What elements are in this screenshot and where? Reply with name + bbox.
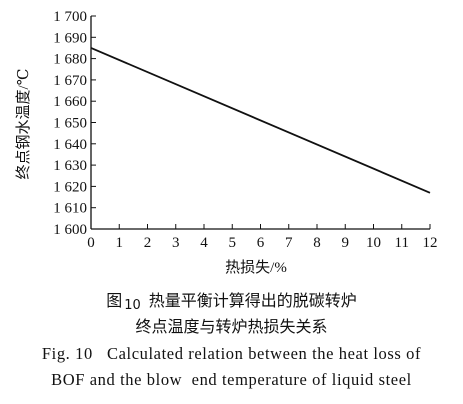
x-tick-label: 11 [395, 235, 409, 251]
x-tick-label: 8 [313, 235, 321, 251]
y-tick-label: 1 680 [53, 52, 87, 68]
y-tick-label: 1 630 [53, 158, 87, 174]
x-tick-label: 10 [366, 235, 381, 251]
caption-cn-title-1: 热量平衡计算得出的脱碳转炉 [148, 291, 357, 310]
x-tick-label: 4 [200, 235, 208, 251]
x-tick-label: 1 [116, 235, 124, 251]
caption-cn-line1: 图 10 热量平衡计算得出的脱碳转炉 [0, 287, 463, 313]
y-tick-label: 1 620 [53, 179, 87, 195]
caption-cn-number: 10 [124, 298, 141, 313]
y-tick-label: 1 610 [53, 201, 87, 217]
caption-cn-prefix: 图 [106, 291, 123, 310]
y-tick-label: 1 640 [53, 137, 87, 153]
y-tick-label: 1 600 [53, 222, 87, 238]
x-tick-label: 5 [229, 235, 237, 251]
x-tick-label: 3 [172, 235, 180, 251]
x-tick-label: 6 [257, 235, 265, 251]
y-tick-label: 1 670 [53, 73, 87, 89]
x-tick-label: 0 [87, 235, 95, 251]
y-tick-label: 1 690 [53, 30, 87, 46]
x-tick-label: 7 [285, 235, 293, 251]
caption-en-line1: Fig. 10 Calculated relation between the … [41, 344, 422, 363]
y-tick-label: 1 650 [53, 116, 87, 132]
series-line [90, 47, 431, 194]
caption-cn-line2: 终点温度与转炉热损失关系 [135, 317, 328, 336]
y-tick-label: 1 660 [53, 94, 87, 110]
y-axis-label: 终点钢水温度/℃ [15, 69, 32, 180]
x-tick-label: 9 [342, 235, 350, 251]
x-axis-label: 热损失/% [225, 259, 287, 276]
y-tick-label: 1 700 [53, 9, 87, 25]
caption-en-line2: BOF and the blow end temperature of liqu… [51, 370, 412, 389]
x-tick-label: 2 [144, 235, 152, 251]
x-tick-label: 12 [423, 235, 438, 251]
